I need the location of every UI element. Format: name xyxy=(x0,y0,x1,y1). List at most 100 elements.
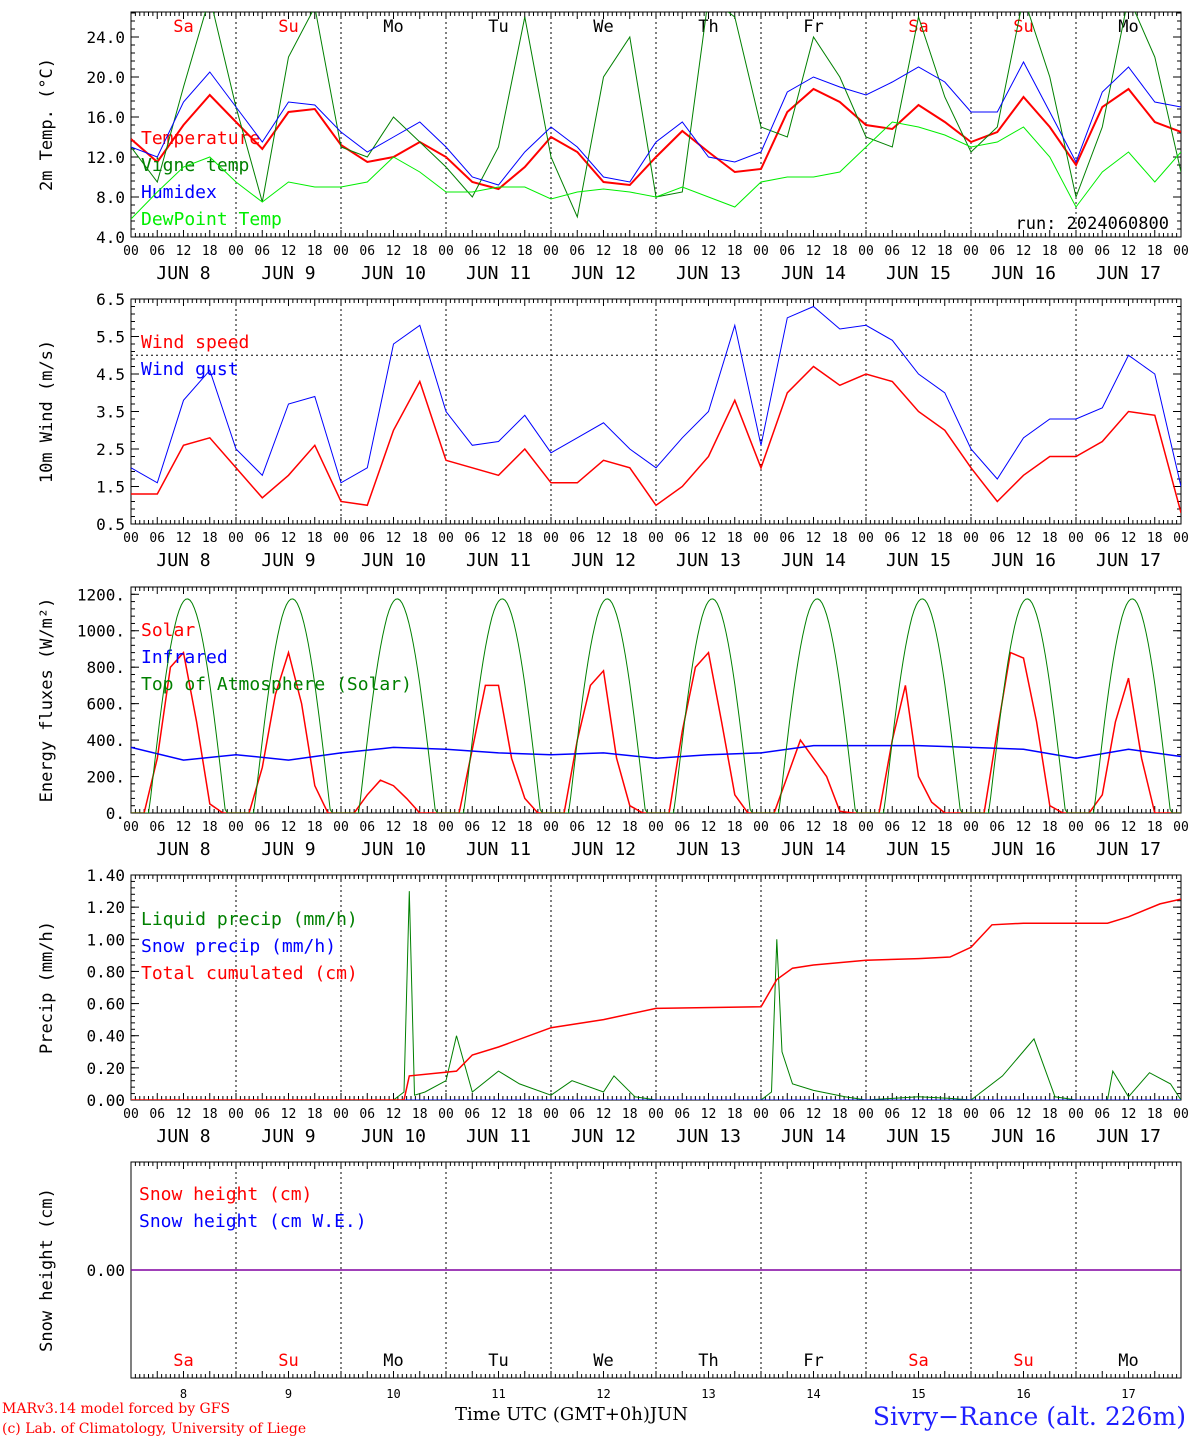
x-date-label: JUN 17 xyxy=(1096,263,1161,284)
weekday-label: Sa xyxy=(908,1351,928,1371)
x-hour-label: 00 xyxy=(963,244,979,259)
panel-1: 4.0 8.0 12.0 16.0 20.0 24.0 2m Temp. (°C) 00 06 1… xyxy=(37,11,1189,284)
panel-3: 0. 200. 400. 600. 800. 1000. 1200. Energy fluxe… xyxy=(37,585,1189,860)
x-hour-label: 18 xyxy=(517,244,533,259)
x-hour-label: 18 xyxy=(412,531,428,546)
legend-entry: Solar xyxy=(141,620,195,641)
x-hour-label: 00 xyxy=(543,244,559,259)
legend-entry: Vigne temp xyxy=(141,155,249,176)
x-hour-label: 12 xyxy=(701,531,717,546)
x-hour-label: 18 xyxy=(202,820,218,835)
series-line-liquid-precip-mm-h- xyxy=(131,891,1181,1100)
x-hour-label: 00 xyxy=(963,820,979,835)
x-date-label: JUN 8 xyxy=(156,1126,210,1147)
x-hour-label: 06 xyxy=(464,244,480,259)
x-hour-label: 12 xyxy=(911,1107,927,1122)
x-hour-label: 12 xyxy=(701,244,717,259)
x-hour-label: 00 xyxy=(438,244,454,259)
x-date-label: JUN 9 xyxy=(261,550,315,571)
x-hour-label: 18 xyxy=(517,531,533,546)
x-hour-label: 12 xyxy=(701,1107,717,1122)
x-hour-label: 18 xyxy=(727,820,743,835)
x-day-number: 11 xyxy=(491,1387,505,1401)
x-hour-label: 18 xyxy=(412,820,428,835)
x-date-label: JUN 15 xyxy=(886,839,951,860)
panel-2: 0.5 1.5 2.5 3.5 4.5 5.5 6.5 10m Wind (m/s) 00 06 1… xyxy=(37,290,1189,571)
x-hour-label: 18 xyxy=(727,244,743,259)
x-hour-label: 06 xyxy=(1094,244,1110,259)
x-hour-label: 00 xyxy=(753,531,769,546)
x-hour-label: 00 xyxy=(123,531,139,546)
x-hour-label: 18 xyxy=(307,531,323,546)
x-date-label: JUN 12 xyxy=(571,839,636,860)
weekday-label: Tu xyxy=(488,1351,508,1371)
y-tick-label: 0.20 xyxy=(86,1059,125,1078)
x-hour-label: 18 xyxy=(1042,1107,1058,1122)
x-date-label: JUN 8 xyxy=(156,550,210,571)
x-day-number: 10 xyxy=(386,1387,400,1401)
y-axis-label: Snow height (cm) xyxy=(37,1188,57,1352)
x-hour-label: 06 xyxy=(779,244,795,259)
weekday-label: Sa xyxy=(173,17,193,37)
x-hour-label: 12 xyxy=(806,820,822,835)
x-hour-label: 00 xyxy=(648,244,664,259)
y-tick-label: 16.0 xyxy=(86,108,125,127)
y-tick-label: 200. xyxy=(86,768,125,787)
x-hour-label: 18 xyxy=(202,244,218,259)
x-hour-label: 06 xyxy=(989,1107,1005,1122)
x-hour-label: 00 xyxy=(1173,244,1189,259)
y-tick-label: 2.5 xyxy=(96,440,125,459)
x-hour-label: 06 xyxy=(359,1107,375,1122)
x-hour-label: 06 xyxy=(1094,1107,1110,1122)
series-line-temperature xyxy=(131,87,1181,191)
x-hour-label: 12 xyxy=(596,531,612,546)
x-hour-label: 06 xyxy=(569,531,585,546)
x-date-label: JUN 13 xyxy=(676,1126,741,1147)
x-hour-label: 00 xyxy=(963,531,979,546)
weekday-label: Th xyxy=(698,17,718,37)
series-line-infrared xyxy=(131,744,1181,761)
weekday-label: Sa xyxy=(173,1351,193,1371)
x-hour-label: 06 xyxy=(989,531,1005,546)
weekday-label: Th xyxy=(698,1351,718,1371)
x-hour-label: 00 xyxy=(333,531,349,546)
weekday-label: Su xyxy=(278,1351,298,1371)
x-hour-label: 12 xyxy=(1121,244,1137,259)
x-axis-title-text: Time UTC (GMT+0h) xyxy=(455,1404,650,1425)
x-hour-label: 18 xyxy=(937,244,953,259)
legend-entry: Total cumulated (cm) xyxy=(141,963,358,984)
x-hour-label: 00 xyxy=(438,1107,454,1122)
x-hour-label: 06 xyxy=(359,244,375,259)
x-hour-label: 00 xyxy=(1068,1107,1084,1122)
x-hour-label: 06 xyxy=(674,820,690,835)
x-hour-label: 12 xyxy=(281,244,297,259)
x-hour-label: 00 xyxy=(123,820,139,835)
x-hour-label: 12 xyxy=(911,244,927,259)
y-tick-label: 0.40 xyxy=(86,1027,125,1046)
x-hour-label: 00 xyxy=(858,1107,874,1122)
x-day-number: 17 xyxy=(1121,1387,1135,1401)
y-axis-label: Energy fluxes (W/m²) xyxy=(37,598,57,803)
y-tick-label: 20.0 xyxy=(86,68,125,87)
x-day-number: 14 xyxy=(806,1387,820,1401)
x-hour-label: 12 xyxy=(1016,531,1032,546)
x-hour-label: 18 xyxy=(727,531,743,546)
x-hour-label: 18 xyxy=(937,531,953,546)
x-hour-label: 18 xyxy=(307,1107,323,1122)
x-hour-label: 06 xyxy=(464,1107,480,1122)
x-hour-label: 00 xyxy=(753,244,769,259)
x-date-label: JUN 16 xyxy=(991,263,1056,284)
weekday-label: Fr xyxy=(803,17,823,37)
x-hour-label: 00 xyxy=(648,820,664,835)
x-hour-label: 06 xyxy=(254,531,270,546)
x-date-label: JUN 14 xyxy=(781,1126,846,1147)
y-tick-label: 1200. xyxy=(77,585,125,604)
x-hour-label: 00 xyxy=(1173,531,1189,546)
x-hour-label: 00 xyxy=(123,244,139,259)
legend-entry: Wind speed xyxy=(141,332,249,353)
x-hour-label: 00 xyxy=(228,1107,244,1122)
x-hour-label: 12 xyxy=(386,531,402,546)
x-hour-label: 06 xyxy=(464,531,480,546)
x-hour-label: 12 xyxy=(911,531,927,546)
x-hour-label: 06 xyxy=(674,244,690,259)
